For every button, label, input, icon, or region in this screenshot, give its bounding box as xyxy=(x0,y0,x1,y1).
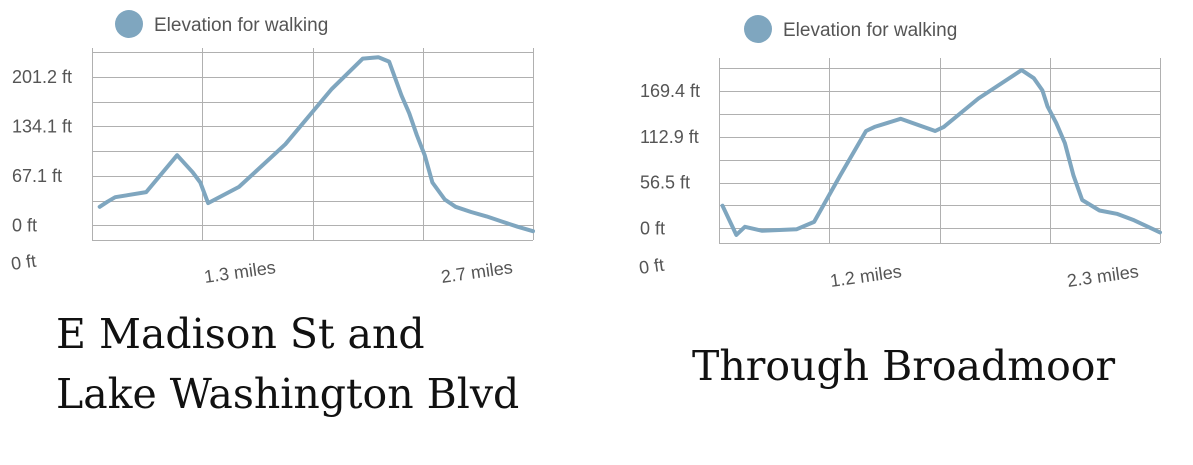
x-tick-label: 2.3 miles xyxy=(1066,261,1140,291)
caption-line: Through Broadmoor xyxy=(692,342,1116,390)
grid xyxy=(719,58,1161,244)
grid xyxy=(92,48,534,241)
x-tick-label: 0 ft xyxy=(638,255,666,278)
legend-marker xyxy=(744,15,772,43)
x-tick-label: 2.7 miles xyxy=(440,257,514,287)
x-tick-label: 0 ft xyxy=(10,251,38,274)
y-tick-label: 0 ft xyxy=(12,215,37,235)
y-tick-label: 112.9 ft xyxy=(640,127,699,147)
elevation-chart-left: Elevation for walking 201.2 ft 134.1 ft 67.… xyxy=(10,10,535,287)
chart-panel-left: Elevation for walking 201.2 ft 134.1 ft 67.… xyxy=(0,0,596,465)
y-tick-label: 67.1 ft xyxy=(12,166,62,186)
caption-line: E Madison St and xyxy=(56,310,425,358)
elevation-line xyxy=(720,68,1162,237)
chart-caption-right: Through Broadmoor xyxy=(692,336,1115,396)
caption-line: Lake Washington Blvd xyxy=(56,370,520,418)
legend-label: Elevation for walking xyxy=(154,15,328,36)
y-tick-label: 169.4 ft xyxy=(640,81,700,101)
elevation-line xyxy=(97,55,535,234)
x-tick-label: 1.3 miles xyxy=(203,257,277,287)
y-tick-label: 0 ft xyxy=(640,218,665,238)
y-tick-label: 56.5 ft xyxy=(640,173,690,193)
legend-marker xyxy=(115,10,143,38)
chart-caption-left: E Madison St and Lake Washington Blvd xyxy=(56,304,519,424)
chart-panel-right: Elevation for walking 169.4 ft 112.9 ft 56.… xyxy=(596,0,1193,465)
y-tick-label: 134.1 ft xyxy=(12,116,72,136)
legend-label: Elevation for walking xyxy=(783,20,957,41)
y-tick-label: 201.2 ft xyxy=(12,67,72,87)
x-tick-label: 1.2 miles xyxy=(829,261,903,291)
elevation-chart-right: Elevation for walking 169.4 ft 112.9 ft 56.… xyxy=(638,15,1162,291)
